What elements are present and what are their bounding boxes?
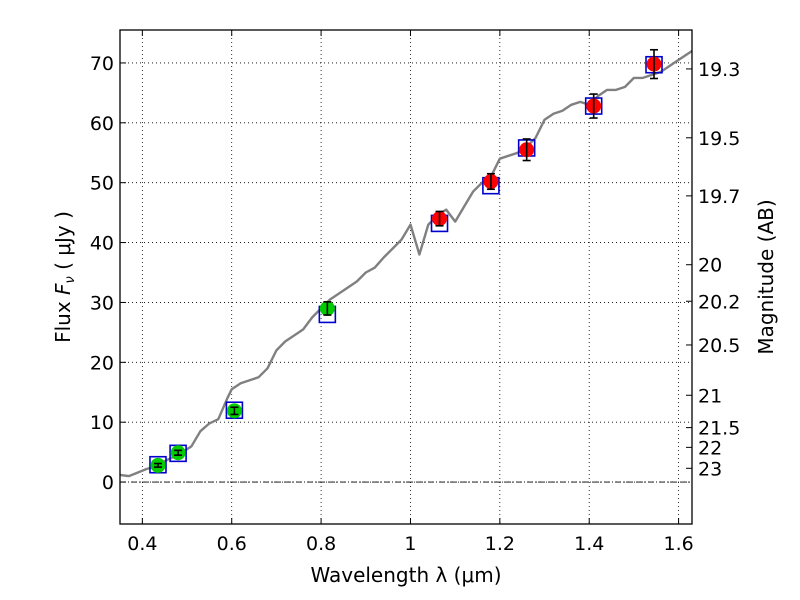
magnitude-tick-label: 22 [698, 437, 722, 459]
x-axis-title: Wavelength λ (μm) [310, 563, 501, 587]
x-tick-label: 1.4 [574, 533, 604, 555]
magnitude-tick-label: 21.5 [698, 418, 740, 440]
y-axis-title-sub: ν [63, 276, 78, 283]
axis-ticks [120, 30, 692, 524]
x-tick-label: 0.6 [217, 533, 247, 555]
magnitude-tick-label: 19.3 [698, 59, 740, 81]
y-axis-title: Flux Fν ( μJy ) [51, 211, 78, 343]
x-tick-label: 1.6 [663, 533, 693, 555]
y-axis-title-prefix: Flux [51, 295, 75, 343]
y-axis-title-var: F [51, 283, 75, 295]
tick-labels: 0.4 0.6 0.8 1 1.2 1.4 1.6 0 10 20 30 40 50 60 70 19.3 19… [90, 53, 741, 555]
y-tick-label: 0 [102, 472, 114, 494]
y-tick-label: 10 [90, 412, 114, 434]
x-tick-label: 0.8 [306, 533, 336, 555]
magnitude-tick-label: 20 [698, 255, 722, 277]
plot-frame [119, 29, 693, 525]
magnitude-tick-label: 23 [698, 458, 722, 480]
y-tick-label: 20 [90, 352, 114, 374]
magnitude-tick-label: 20.5 [698, 335, 740, 357]
y-tick-label: 30 [90, 292, 114, 314]
magnitude-tick-label: 21 [698, 385, 722, 407]
marker-layer [149, 48, 663, 474]
y-tick-label: 50 [90, 173, 114, 195]
magnitude-tick-label: 19.7 [698, 186, 740, 208]
plot-background [120, 30, 692, 524]
magnitude-tick-label: 20.2 [698, 291, 740, 313]
y-tick-label: 40 [90, 233, 114, 255]
y-axis-title-unit: ( μJy ) [51, 211, 75, 276]
y-tick-label: 60 [90, 113, 114, 135]
x-tick-label: 1.2 [485, 533, 515, 555]
x-tick-label: 0.4 [127, 533, 157, 555]
y-tick-label: 70 [90, 53, 114, 75]
magnitude-axis-title: Magnitude (AB) [754, 199, 778, 354]
x-tick-label: 1 [404, 533, 416, 555]
magnitude-tick-label: 19.5 [698, 128, 740, 150]
